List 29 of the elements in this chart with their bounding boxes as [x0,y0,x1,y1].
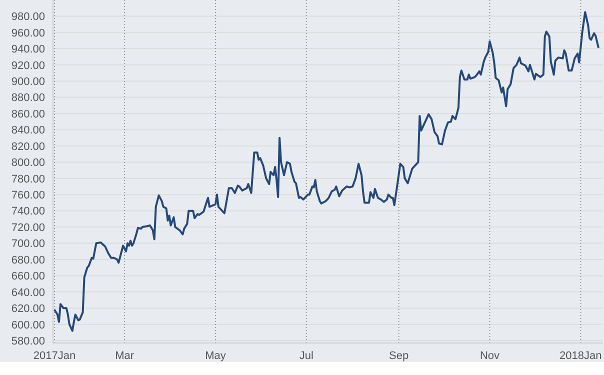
y-tick-label: 600.00 [11,319,45,332]
x-tick-label: Jul [299,350,314,362]
x-tick-label: 2018Jan [560,350,602,362]
y-tick-label: 620.00 [11,303,45,316]
y-tick-label: 960.00 [11,27,45,40]
y-tick-label: 940.00 [11,44,45,56]
x-tick-label: Mar [115,350,134,362]
y-tick-label: 900.00 [11,76,45,88]
y-tick-label: 780.00 [11,173,45,186]
y-tick-label: 680.00 [11,254,45,266]
y-tick-label: 860.00 [11,108,45,120]
y-tick-label: 820.00 [11,140,45,153]
y-tick-label: 980.00 [11,11,45,24]
y-tick-label: 660.00 [11,270,45,283]
x-tick-label: Sep [389,350,409,362]
y-tick-label: 640.00 [11,286,45,299]
x-tick-label: May [205,350,226,362]
line-series [53,11,600,332]
x-tick-label: 2017Jan [33,350,76,362]
x-tick-label: Nov [480,350,500,362]
y-tick-label: 920.00 [11,60,45,72]
y-tick-label: 740.00 [11,206,45,218]
y-tick-label: 700.00 [11,238,45,250]
y-tick-label: 720.00 [11,222,45,234]
y-tick-label: 840.00 [11,124,45,137]
y-tick-label: 760.00 [11,190,45,202]
y-tick-label: 580.00 [11,335,45,348]
y-tick-label: 800.00 [11,157,45,170]
y-tick-label: 880.00 [11,92,45,104]
